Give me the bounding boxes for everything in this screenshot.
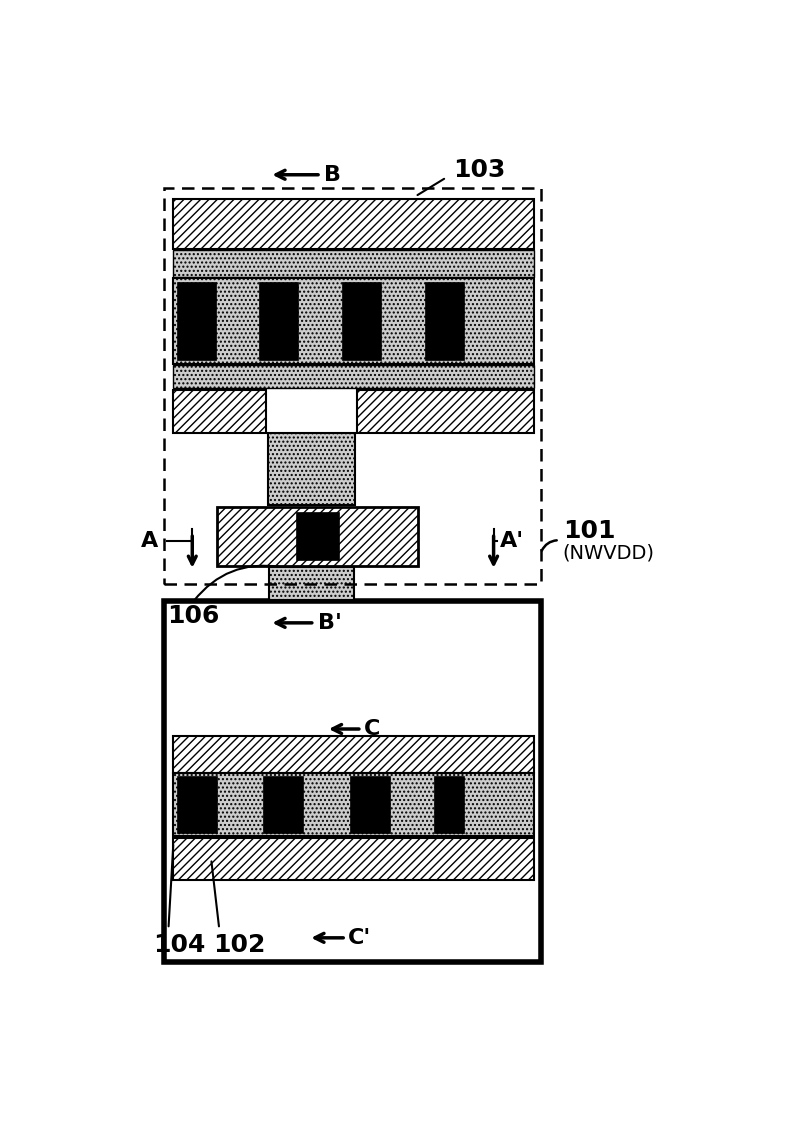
Bar — [173, 390, 266, 433]
Text: B': B' — [318, 612, 342, 633]
Text: A': A' — [500, 531, 524, 551]
Bar — [343, 281, 382, 360]
Bar — [267, 433, 356, 505]
Text: 103: 103 — [453, 158, 505, 182]
Bar — [259, 281, 298, 360]
Bar — [173, 199, 535, 249]
Bar — [164, 188, 541, 584]
Text: 102: 102 — [213, 932, 266, 957]
Bar — [217, 507, 418, 566]
Bar — [173, 251, 535, 277]
Bar — [164, 601, 541, 963]
Bar — [263, 776, 304, 834]
Bar — [357, 390, 535, 433]
Bar — [173, 736, 535, 773]
Text: 106: 106 — [167, 603, 220, 628]
Bar — [177, 776, 217, 834]
Text: C: C — [364, 719, 380, 739]
Text: C': C' — [348, 928, 371, 948]
Text: A: A — [140, 531, 158, 551]
Bar — [425, 281, 464, 360]
Bar — [177, 281, 215, 360]
Text: (NWVDD): (NWVDD) — [563, 544, 654, 563]
Bar — [173, 365, 535, 388]
Bar — [173, 773, 535, 836]
Bar — [296, 512, 339, 560]
Text: 101: 101 — [563, 520, 615, 544]
Bar — [173, 278, 535, 364]
Bar — [270, 567, 354, 600]
Text: 104: 104 — [153, 932, 205, 957]
Bar — [434, 776, 464, 834]
Bar — [173, 837, 535, 879]
Bar — [350, 776, 390, 834]
Text: B: B — [324, 165, 341, 184]
